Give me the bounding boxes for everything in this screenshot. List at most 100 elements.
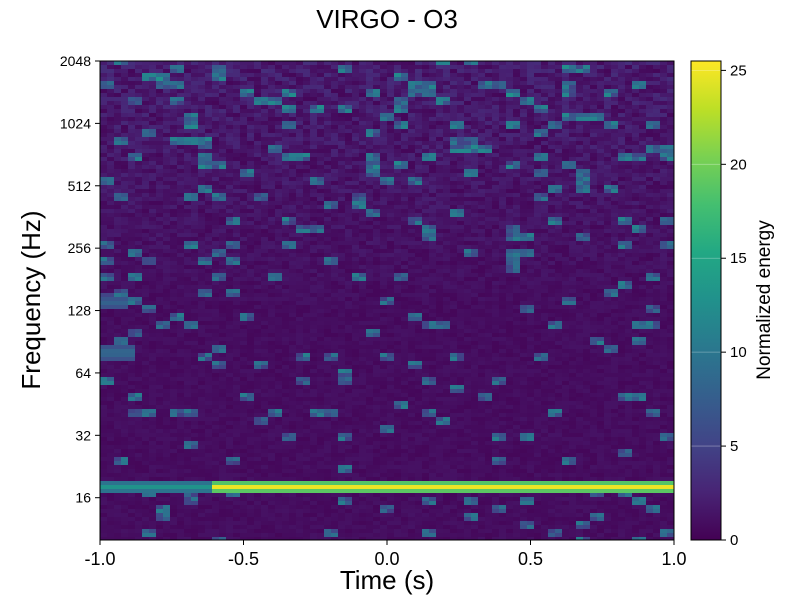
heatmap-cell (485, 177, 493, 182)
heatmap-cell (226, 221, 234, 226)
heatmap-cell (128, 69, 136, 74)
heatmap-cell (303, 205, 311, 210)
heatmap-cell (527, 217, 535, 222)
heatmap-cell (156, 93, 164, 98)
heatmap-cell (415, 261, 423, 266)
heatmap-cell (583, 97, 591, 102)
heatmap-cell (331, 169, 339, 174)
heatmap-cell (303, 265, 311, 270)
heatmap-cell (296, 301, 304, 306)
heatmap-cell (520, 165, 528, 170)
heatmap-cell (177, 301, 185, 306)
heatmap-cell (149, 133, 157, 138)
heatmap-cell (156, 185, 164, 190)
heatmap-cell (128, 149, 136, 154)
heatmap-cell (527, 145, 535, 150)
heatmap-cell (555, 173, 563, 178)
heatmap-cell (373, 117, 381, 122)
heatmap-cell (422, 197, 430, 202)
heatmap-cell (324, 293, 332, 298)
heatmap-cell (401, 277, 409, 282)
heatmap-cell (653, 69, 661, 74)
heatmap-cell (408, 285, 416, 290)
heatmap-cell (205, 121, 213, 126)
heatmap-cell (429, 221, 437, 226)
heatmap-cell (247, 181, 255, 186)
heatmap-cell (408, 161, 416, 166)
heatmap-cell (324, 101, 332, 106)
heatmap-cell (653, 185, 661, 190)
heatmap-cell (324, 257, 332, 262)
heatmap-cell (156, 165, 164, 170)
heatmap-cell (240, 193, 248, 198)
heatmap-cell (282, 237, 290, 242)
heatmap-cell (401, 261, 409, 266)
heatmap-cell (611, 77, 619, 82)
heatmap-cell (450, 293, 458, 298)
heatmap-cell (408, 69, 416, 74)
heatmap-cell (555, 145, 563, 150)
heatmap-cell (366, 245, 374, 250)
heatmap-cell (254, 141, 262, 146)
heatmap-cell (450, 109, 458, 114)
heatmap-cell (562, 77, 570, 82)
heatmap-cell (303, 153, 311, 158)
heatmap-cell (429, 201, 437, 206)
heatmap-cell (282, 73, 290, 78)
heatmap-cell (450, 149, 458, 154)
heatmap-cell (282, 249, 290, 254)
heatmap-cell (107, 245, 115, 250)
heatmap-cell (590, 225, 598, 230)
heatmap-cell (345, 217, 353, 222)
heatmap-cell (268, 257, 276, 262)
heatmap-cell (219, 61, 227, 66)
heatmap-cell (247, 213, 255, 218)
heatmap-cell (163, 285, 171, 290)
heatmap-cell (401, 69, 409, 74)
heatmap-cell (590, 157, 598, 162)
heatmap-cell (219, 281, 227, 286)
heatmap-cell (219, 301, 227, 306)
heatmap-cell (240, 201, 248, 206)
heatmap-cell (289, 181, 297, 186)
heatmap-cell (590, 113, 598, 118)
heatmap-cell (534, 249, 542, 254)
heatmap-cell (632, 157, 640, 162)
heatmap-cell (604, 157, 612, 162)
heatmap-cell (534, 73, 542, 78)
heatmap-cell (555, 285, 563, 290)
heatmap-cell (261, 189, 269, 194)
heatmap-cell (611, 117, 619, 122)
heatmap-cell (380, 297, 388, 302)
heatmap-cell (422, 301, 430, 306)
heatmap-cell (443, 125, 451, 130)
heatmap-cell (471, 101, 479, 106)
heatmap-cell (506, 81, 514, 86)
heatmap-cell (478, 77, 486, 82)
heatmap-cell (401, 173, 409, 178)
heatmap-cell (429, 109, 437, 114)
heatmap-cell (359, 109, 367, 114)
heatmap-cell (366, 137, 374, 142)
heatmap-cell (471, 81, 479, 86)
heatmap-cell (387, 209, 395, 214)
heatmap-cell (310, 141, 318, 146)
heatmap-cell (527, 281, 535, 286)
heatmap-cell (233, 213, 241, 218)
heatmap-cell (485, 225, 493, 230)
heatmap-cell (366, 277, 374, 282)
heatmap-cell (128, 77, 136, 82)
heatmap-cell (149, 285, 157, 290)
heatmap-cell (163, 269, 171, 274)
heatmap-cell (352, 177, 360, 182)
heatmap-cell (310, 93, 318, 98)
heatmap-cell (457, 73, 465, 78)
heatmap-cell (660, 137, 668, 142)
heatmap-cell (583, 65, 591, 70)
heatmap-cell (261, 117, 269, 122)
heatmap-cell (534, 225, 542, 230)
heatmap-cell (513, 205, 521, 210)
heatmap-cell (569, 125, 577, 130)
heatmap-cell (555, 105, 563, 110)
heatmap-cell (618, 89, 626, 94)
